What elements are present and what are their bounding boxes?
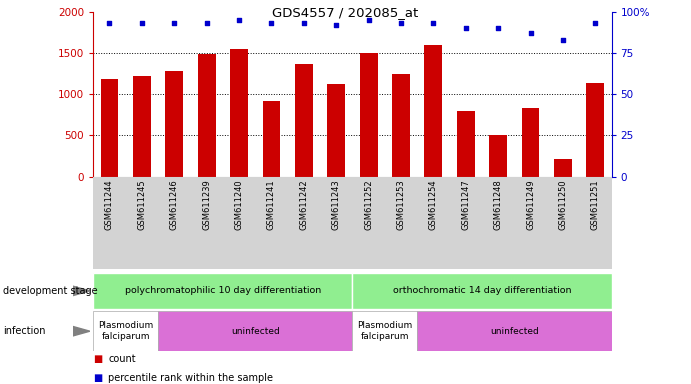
Text: GSM611239: GSM611239 [202, 179, 211, 230]
Text: GSM611242: GSM611242 [299, 179, 308, 230]
Text: GSM611240: GSM611240 [234, 179, 243, 230]
Text: GSM611252: GSM611252 [364, 179, 373, 230]
Bar [101, 79, 118, 177]
Polygon shape [73, 286, 90, 296]
Bar [424, 45, 442, 177]
Text: GSM611249: GSM611249 [526, 179, 535, 230]
Text: percentile rank within the sample: percentile rank within the sample [108, 373, 274, 383]
Text: GSM611251: GSM611251 [591, 179, 600, 230]
Point [460, 25, 471, 31]
Text: Plasmodium
falciparum: Plasmodium falciparum [357, 321, 413, 341]
Point [493, 25, 504, 31]
Text: polychromatophilic 10 day differentiation: polychromatophilic 10 day differentiatio… [124, 286, 321, 295]
Bar [522, 108, 540, 177]
Text: uninfected: uninfected [231, 327, 280, 336]
Point [201, 20, 212, 26]
Bar [93, 311, 158, 351]
Text: GSM611247: GSM611247 [462, 179, 471, 230]
Text: GSM611244: GSM611244 [105, 179, 114, 230]
Text: GSM611243: GSM611243 [332, 179, 341, 230]
Bar [165, 71, 183, 177]
Text: GSM611241: GSM611241 [267, 179, 276, 230]
Text: GSM611250: GSM611250 [558, 179, 567, 230]
Text: ■: ■ [93, 373, 102, 383]
Text: development stage: development stage [3, 286, 98, 296]
Text: Plasmodium
falciparum: Plasmodium falciparum [98, 321, 153, 341]
Bar [263, 101, 281, 177]
Bar [417, 311, 612, 351]
Point [590, 20, 601, 26]
Bar [360, 53, 377, 177]
Bar [198, 55, 216, 177]
Text: orthochromatic 14 day differentiation: orthochromatic 14 day differentiation [392, 286, 571, 295]
Text: GSM611253: GSM611253 [397, 179, 406, 230]
Bar [133, 76, 151, 177]
Point [266, 20, 277, 26]
Point [234, 17, 245, 23]
Bar [457, 111, 475, 177]
Text: GSM611254: GSM611254 [429, 179, 438, 230]
Point [104, 20, 115, 26]
Text: GSM611245: GSM611245 [138, 179, 146, 230]
Text: infection: infection [3, 326, 46, 336]
Bar [295, 65, 313, 177]
Point [558, 36, 569, 43]
Bar [93, 273, 352, 309]
Bar [352, 311, 417, 351]
Point [395, 20, 406, 26]
Text: ■: ■ [93, 354, 102, 364]
Bar [352, 273, 612, 309]
Polygon shape [73, 326, 90, 336]
Bar [230, 50, 248, 177]
Point [363, 17, 374, 23]
Bar [392, 74, 410, 177]
Point [331, 22, 342, 28]
Point [299, 20, 310, 26]
Text: GSM611248: GSM611248 [493, 179, 502, 230]
Point [169, 20, 180, 26]
Bar [158, 311, 352, 351]
Text: count: count [108, 354, 136, 364]
Bar [489, 136, 507, 177]
Point [136, 20, 147, 26]
Text: GDS4557 / 202085_at: GDS4557 / 202085_at [272, 6, 419, 19]
Bar [554, 159, 572, 177]
Bar [587, 83, 604, 177]
Text: uninfected: uninfected [490, 327, 539, 336]
Bar [328, 84, 345, 177]
Text: GSM611246: GSM611246 [170, 179, 179, 230]
Point [428, 20, 439, 26]
Point [525, 30, 536, 36]
